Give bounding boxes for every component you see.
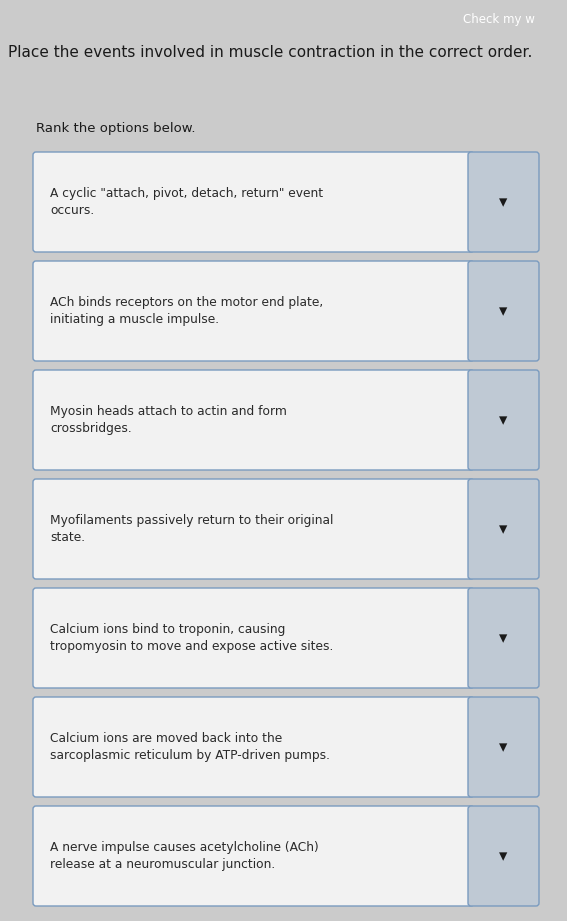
Text: Place the events involved in muscle contraction in the correct order.: Place the events involved in muscle cont…	[8, 45, 532, 60]
FancyBboxPatch shape	[33, 806, 474, 906]
FancyBboxPatch shape	[33, 479, 474, 579]
Text: ACh binds receptors on the motor end plate,
initiating a muscle impulse.: ACh binds receptors on the motor end pla…	[50, 296, 323, 326]
Text: ▾: ▾	[500, 193, 507, 211]
FancyBboxPatch shape	[468, 588, 539, 688]
Text: Myofilaments passively return to their original
state.: Myofilaments passively return to their o…	[50, 514, 333, 544]
FancyBboxPatch shape	[468, 806, 539, 906]
Text: Myosin heads attach to actin and form
crossbridges.: Myosin heads attach to actin and form cr…	[50, 404, 287, 436]
FancyBboxPatch shape	[33, 261, 474, 361]
Text: Rank the options below.: Rank the options below.	[36, 122, 196, 135]
Text: ▾: ▾	[500, 411, 507, 429]
Text: ▾: ▾	[500, 302, 507, 320]
FancyBboxPatch shape	[468, 697, 539, 797]
FancyBboxPatch shape	[468, 370, 539, 470]
Text: ▾: ▾	[500, 847, 507, 865]
Text: Check my w: Check my w	[463, 13, 535, 26]
Text: A nerve impulse causes acetylcholine (ACh)
release at a neuromuscular junction.: A nerve impulse causes acetylcholine (AC…	[50, 841, 319, 871]
Text: Calcium ions bind to troponin, causing
tropomyosin to move and expose active sit: Calcium ions bind to troponin, causing t…	[50, 623, 333, 653]
Text: ▾: ▾	[500, 629, 507, 647]
FancyBboxPatch shape	[33, 697, 474, 797]
FancyBboxPatch shape	[468, 479, 539, 579]
FancyBboxPatch shape	[468, 152, 539, 252]
FancyBboxPatch shape	[33, 370, 474, 470]
FancyBboxPatch shape	[33, 152, 474, 252]
Text: A cyclic "attach, pivot, detach, return" event
occurs.: A cyclic "attach, pivot, detach, return"…	[50, 187, 323, 217]
FancyBboxPatch shape	[33, 588, 474, 688]
Text: ▾: ▾	[500, 738, 507, 756]
Text: ▾: ▾	[500, 520, 507, 538]
Text: Calcium ions are moved back into the
sarcoplasmic reticulum by ATP-driven pumps.: Calcium ions are moved back into the sar…	[50, 732, 330, 763]
FancyBboxPatch shape	[468, 261, 539, 361]
